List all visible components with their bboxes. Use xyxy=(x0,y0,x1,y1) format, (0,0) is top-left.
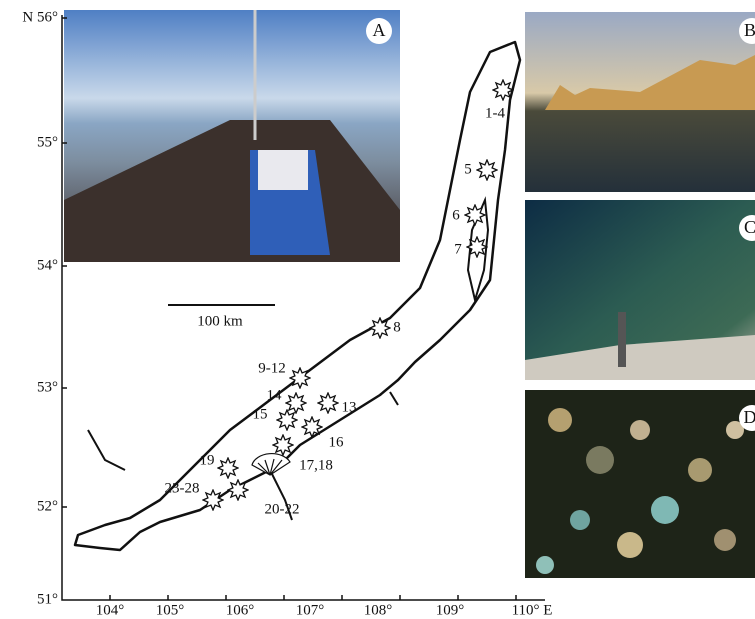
site-marker xyxy=(466,236,488,258)
lat-label: 52° xyxy=(37,498,58,514)
island xyxy=(87,196,490,521)
site-label: 1-4 xyxy=(485,105,505,121)
site-marker xyxy=(492,79,514,101)
site-label: 7 xyxy=(454,241,462,257)
photo-b xyxy=(525,12,755,192)
map-frame xyxy=(61,15,545,601)
site-markers xyxy=(202,79,514,511)
site-label: 6 xyxy=(452,207,460,223)
fan-marker xyxy=(251,453,291,476)
site-label: 5 xyxy=(464,161,472,177)
site-label: 14 xyxy=(267,387,283,403)
panel-label: B xyxy=(744,20,755,40)
site-marker xyxy=(301,416,323,438)
photo-d xyxy=(525,390,755,578)
site-marker xyxy=(369,317,391,339)
site-marker xyxy=(276,409,298,431)
site-label: 13 xyxy=(342,399,357,415)
site-marker xyxy=(285,392,307,414)
lon-label: 107° xyxy=(296,602,325,618)
lake-outline xyxy=(73,40,522,552)
site-marker xyxy=(289,367,311,389)
site-marker xyxy=(317,392,339,414)
site-labels: 1-4 5 6 7 8 9-12 14 15 13 16 17,18 19 23… xyxy=(165,105,506,517)
site-label: 15 xyxy=(253,406,268,422)
lat-label: 53° xyxy=(37,379,58,395)
lat-labels: N 56° 55° 54° 53° 52° 51° xyxy=(22,9,58,607)
site-label: 16 xyxy=(329,434,345,450)
lat-label: N 56° xyxy=(22,9,58,25)
photo-c xyxy=(525,200,755,380)
lon-label: 105° xyxy=(156,602,185,618)
lon-label: 108° xyxy=(364,602,393,618)
site-label: 9-12 xyxy=(258,360,286,376)
site-marker xyxy=(464,204,486,226)
lon-label: 110° E xyxy=(512,602,553,618)
lon-label: 106° xyxy=(226,602,255,618)
site-label: 8 xyxy=(393,319,401,335)
lat-label: 54° xyxy=(37,257,58,273)
site-label: 20-22 xyxy=(265,501,300,517)
lat-label: 51° xyxy=(37,591,58,607)
scale-label: 100 km xyxy=(197,313,243,329)
site-label: 23-28 xyxy=(165,480,200,496)
site-marker xyxy=(202,489,224,511)
site-marker xyxy=(272,434,294,456)
site-label: 19 xyxy=(200,452,215,468)
photo-a xyxy=(64,10,400,262)
site-marker xyxy=(476,159,498,181)
site-marker xyxy=(217,457,239,479)
lat-label: 55° xyxy=(37,134,58,150)
lon-labels: 104° 105° 106° 107° 108° 109° 110° E xyxy=(96,602,553,618)
panel-labels: A B C D xyxy=(366,18,755,431)
site-label: 17,18 xyxy=(299,457,333,473)
panel-label: A xyxy=(373,20,386,40)
lon-label: 109° xyxy=(436,602,465,618)
panel-label: C xyxy=(744,217,755,237)
lon-label: 104° xyxy=(96,602,125,618)
panel-label: D xyxy=(744,407,755,427)
site-marker xyxy=(227,479,249,501)
